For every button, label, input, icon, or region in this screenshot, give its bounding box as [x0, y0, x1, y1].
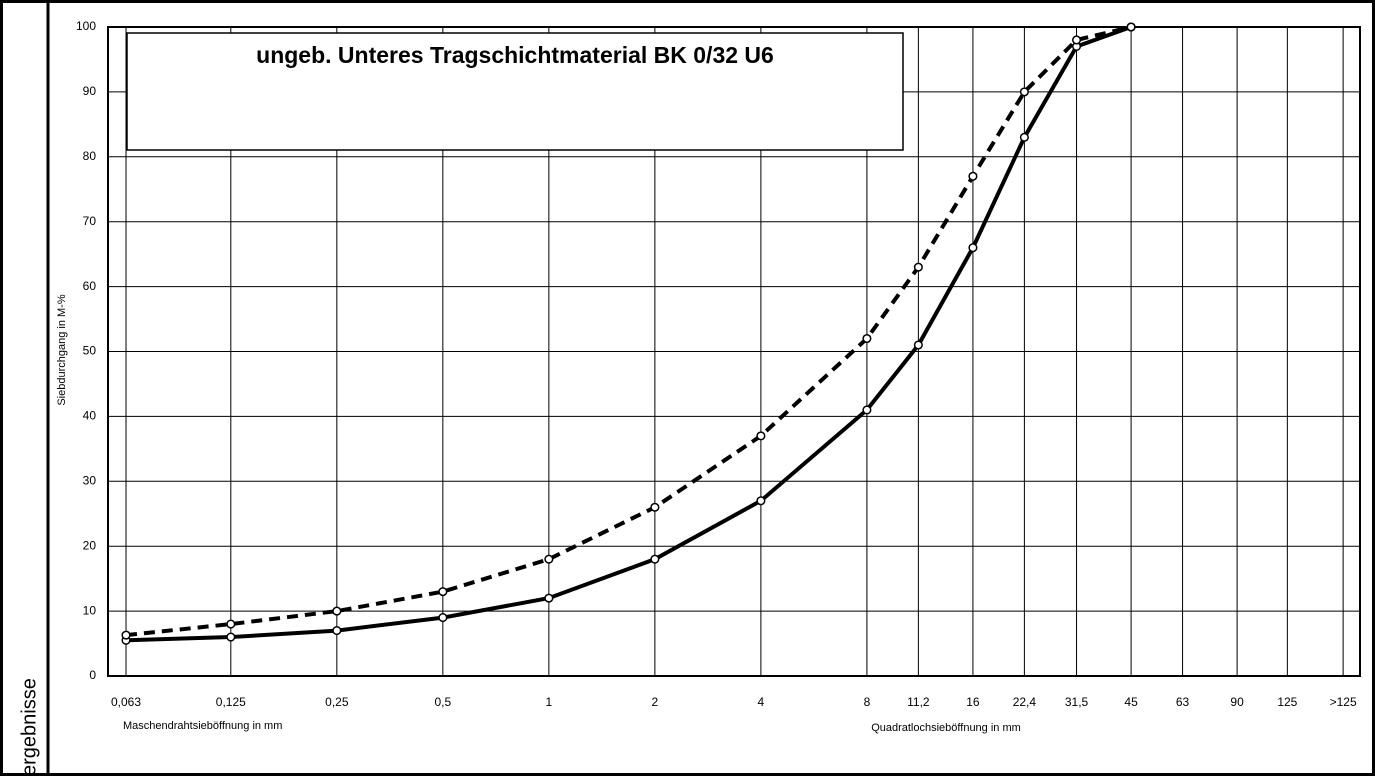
- sidebar-label: ergebnisse: [18, 678, 40, 776]
- title-box: [126, 32, 904, 151]
- data-point: [332, 626, 342, 636]
- data-point: [968, 243, 978, 253]
- data-point: [226, 619, 236, 629]
- y-tick-label: 50: [83, 344, 97, 358]
- x-tick-label: >125: [1330, 695, 1357, 709]
- data-point: [913, 340, 923, 350]
- data-point: [438, 613, 448, 623]
- x-tick-label: 2: [652, 695, 659, 709]
- data-point: [1071, 35, 1082, 45]
- x-tick-label: 125: [1277, 695, 1297, 709]
- data-point: [332, 606, 342, 616]
- y-tick-label: 70: [83, 214, 97, 228]
- data-point: [1126, 22, 1136, 32]
- x-tick-label: 0,063: [111, 695, 141, 709]
- data-point: [650, 554, 660, 564]
- data-point: [650, 502, 660, 512]
- x-tick-label: 0,25: [325, 695, 349, 709]
- y-tick-label: 40: [83, 409, 97, 423]
- data-point: [1019, 132, 1029, 142]
- y-tick-label: 60: [83, 279, 97, 293]
- data-point: [121, 630, 131, 640]
- data-point: [862, 405, 872, 415]
- x-tick-label: 45: [1124, 695, 1138, 709]
- data-point: [544, 554, 554, 564]
- y-axis-label: Siebdurchgang in M-%: [56, 294, 68, 406]
- data-point: [968, 171, 978, 181]
- x-tick-label: 90: [1230, 695, 1244, 709]
- data-point: [862, 333, 872, 344]
- x-tick-label: 22,4: [1013, 695, 1037, 709]
- x-tick-label: 0,5: [435, 695, 452, 709]
- data-point: [756, 431, 766, 441]
- x-tick-label: 11,2: [907, 695, 930, 709]
- y-tick-label: 0: [89, 668, 96, 682]
- x-tick-label: 1: [546, 695, 553, 709]
- y-tick-label: 30: [83, 473, 97, 487]
- data-point: [544, 593, 554, 603]
- data-point: [756, 496, 766, 506]
- data-point: [1019, 87, 1029, 97]
- data-point: [226, 632, 236, 642]
- y-tick-label: 90: [83, 84, 97, 98]
- x-tick-label: 8: [864, 695, 871, 709]
- data-point: [913, 262, 923, 272]
- y-tick-label: 100: [76, 19, 96, 33]
- y-tick-label: 20: [83, 538, 97, 552]
- y-tick-label: 80: [83, 149, 97, 163]
- y-tick-label: 10: [83, 603, 97, 617]
- data-point: [438, 587, 448, 597]
- x-axis-label-left: Maschendrahtsieböffnung in mm: [123, 720, 282, 732]
- x-tick-label: 16: [966, 695, 980, 709]
- chart-title: ungeb. Unteres Tragschichtmaterial BK 0/…: [256, 42, 774, 68]
- plot-frame: [107, 26, 1361, 677]
- x-tick-label: 63: [1176, 695, 1190, 709]
- x-tick-label: 4: [758, 695, 765, 709]
- x-tick-label: 31,5: [1065, 695, 1089, 709]
- x-tick-label: 0,125: [216, 695, 246, 709]
- x-axis-label-right: Quadratlochsieböffnung in mm: [871, 722, 1021, 734]
